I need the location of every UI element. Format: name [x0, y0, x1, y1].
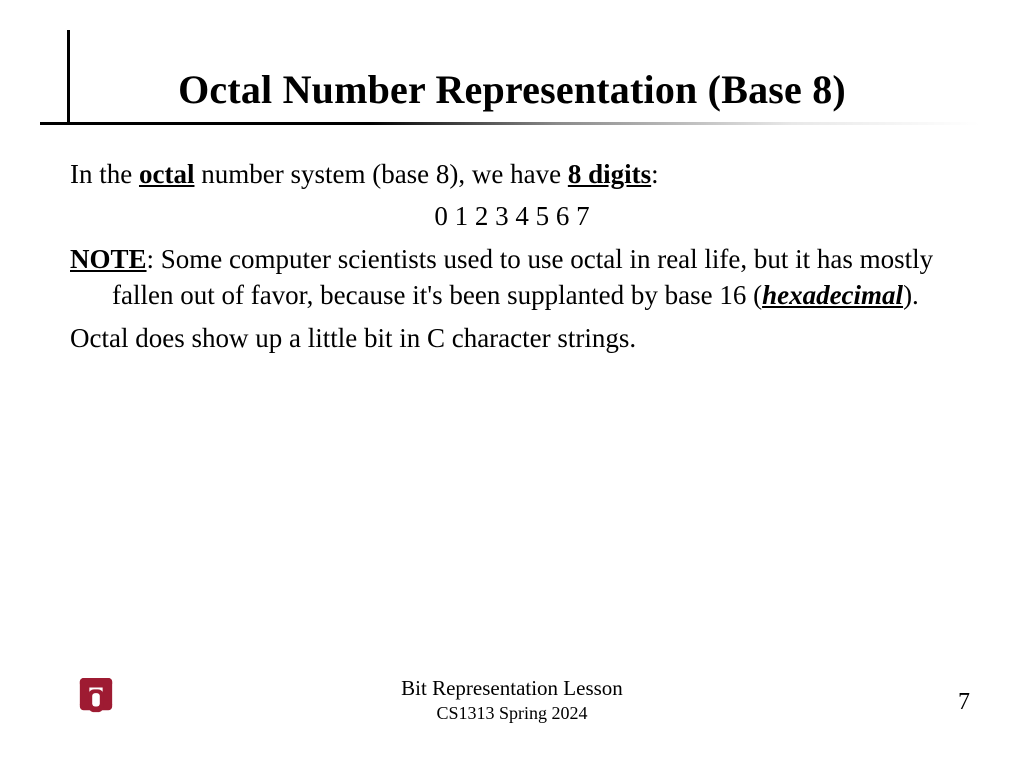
footer-course: CS1313 Spring 2024 — [0, 703, 1024, 724]
intro-post: : — [651, 159, 659, 189]
body-line-digits: 0 1 2 3 4 5 6 7 — [70, 198, 954, 234]
footer-lesson-title: Bit Representation Lesson — [0, 676, 1024, 701]
footer-center: Bit Representation Lesson CS1313 Spring … — [0, 676, 1024, 724]
note-label: NOTE — [70, 244, 147, 274]
slide-footer: Bit Representation Lesson CS1313 Spring … — [0, 678, 1024, 738]
note-hex: hexadecimal — [762, 280, 903, 310]
intro-octal: octal — [139, 159, 194, 189]
body-line-4: Octal does show up a little bit in C cha… — [70, 320, 954, 356]
body-line-note: NOTE: Some computer scientists used to u… — [70, 241, 954, 314]
slide-title: Octal Number Representation (Base 8) — [0, 66, 1024, 113]
page-number: 7 — [958, 689, 970, 716]
horizontal-rule — [40, 122, 980, 125]
intro-digits: 8 digits — [568, 159, 651, 189]
intro-pre: In the — [70, 159, 139, 189]
note-after: ). — [903, 280, 919, 310]
body-line-intro: In the octal number system (base 8), we … — [70, 156, 954, 192]
intro-mid: number system (base 8), we have — [194, 159, 567, 189]
slide: Octal Number Representation (Base 8) In … — [0, 0, 1024, 768]
slide-body: In the octal number system (base 8), we … — [70, 156, 954, 362]
